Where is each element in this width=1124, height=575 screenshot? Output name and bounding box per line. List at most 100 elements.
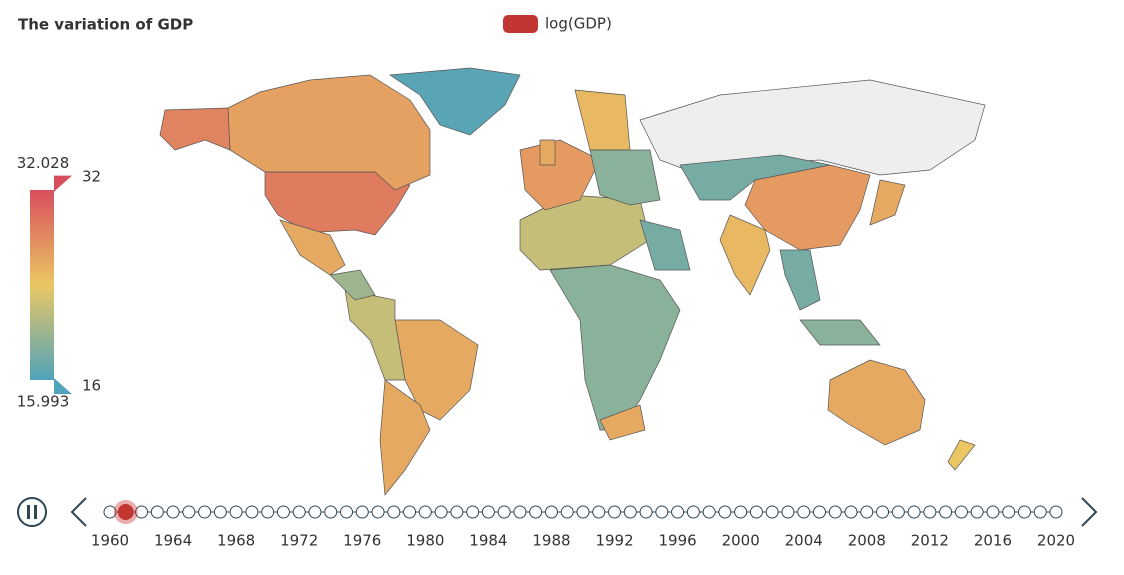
- timeline-dot[interactable]: [923, 505, 937, 519]
- timeline-dot[interactable]: [103, 505, 117, 519]
- timeline-current[interactable]: [117, 504, 134, 520]
- legend[interactable]: log(GDP): [503, 15, 612, 34]
- timeline-dot[interactable]: [623, 505, 637, 519]
- country[interactable]: [379, 379, 431, 496]
- timeline-dot[interactable]: [544, 505, 558, 519]
- timeline-dot[interactable]: [466, 505, 480, 519]
- timeline-dot[interactable]: [844, 505, 858, 519]
- handle-high[interactable]: [54, 175, 72, 192]
- country[interactable]: [744, 164, 871, 251]
- timeline-dot[interactable]: [781, 505, 795, 519]
- timeline-dot[interactable]: [529, 505, 543, 519]
- country[interactable]: [589, 149, 661, 206]
- timeline-label: 1972: [280, 532, 318, 550]
- timeline-dot[interactable]: [1049, 505, 1063, 519]
- timeline-dot[interactable]: [513, 505, 527, 519]
- timeline-dot[interactable]: [497, 505, 511, 519]
- timeline-dot[interactable]: [702, 505, 716, 519]
- country[interactable]: [827, 359, 926, 446]
- timeline-dot[interactable]: [1002, 505, 1016, 519]
- timeline-dot[interactable]: [198, 505, 212, 519]
- timeline-dot[interactable]: [387, 505, 401, 519]
- timeline-dot[interactable]: [213, 505, 227, 519]
- timeline-dot[interactable]: [292, 505, 306, 519]
- timeline-dot[interactable]: [891, 505, 905, 519]
- timeline-dot[interactable]: [371, 505, 385, 519]
- timeline-dot[interactable]: [718, 505, 732, 519]
- timeline-dot[interactable]: [150, 505, 164, 519]
- legend-swatch[interactable]: [503, 15, 538, 33]
- country[interactable]: [779, 249, 821, 311]
- timeline-dot[interactable]: [576, 505, 590, 519]
- timeline-dot[interactable]: [481, 505, 495, 519]
- timeline-dot[interactable]: [1017, 505, 1031, 519]
- timeline-dot[interactable]: [813, 505, 826, 519]
- country[interactable]: [394, 319, 479, 421]
- timeline-dot[interactable]: [450, 505, 464, 519]
- timeline-label: 2020: [1037, 532, 1075, 550]
- timeline-dot[interactable]: [434, 505, 448, 519]
- timeline-dot[interactable]: [135, 505, 149, 519]
- timeline-label: 2004: [785, 532, 823, 550]
- timeline-dot[interactable]: [592, 505, 606, 519]
- country[interactable]: [599, 404, 646, 441]
- country[interactable]: [574, 89, 631, 151]
- timeline-dot[interactable]: [182, 505, 196, 519]
- country[interactable]: [719, 214, 771, 296]
- timeline-dot[interactable]: [655, 505, 669, 519]
- play-circle[interactable]: [17, 497, 47, 527]
- country[interactable]: [869, 179, 906, 226]
- timeline-dot[interactable]: [166, 505, 180, 519]
- next-button[interactable]: [1081, 497, 1098, 527]
- country[interactable]: [639, 219, 691, 271]
- prev-button[interactable]: [70, 497, 87, 527]
- country[interactable]: [344, 289, 406, 381]
- country[interactable]: [679, 154, 831, 201]
- timeline-dot[interactable]: [418, 505, 432, 519]
- timeline-dot[interactable]: [765, 505, 779, 519]
- timeline-dot[interactable]: [907, 505, 921, 519]
- timeline-dot[interactable]: [986, 505, 1000, 519]
- legend-label[interactable]: log(GDP): [545, 15, 612, 33]
- timeline-dot[interactable]: [324, 505, 338, 519]
- timeline-dot[interactable]: [355, 505, 369, 519]
- country[interactable]: [329, 269, 376, 301]
- timeline-dot[interactable]: [954, 505, 968, 519]
- timeline-dot[interactable]: [939, 505, 953, 519]
- country[interactable]: [159, 107, 231, 151]
- country[interactable]: [539, 139, 556, 166]
- timeline-dot[interactable]: [671, 505, 685, 519]
- timeline-dot[interactable]: [340, 505, 353, 519]
- timeline-dot[interactable]: [749, 505, 763, 519]
- timeline-dot[interactable]: [860, 505, 874, 519]
- timeline-label: 1992: [595, 532, 633, 550]
- timeline-dot[interactable]: [876, 505, 890, 519]
- country[interactable]: [388, 67, 521, 136]
- timeline-dot[interactable]: [276, 505, 290, 519]
- country[interactable]: [947, 439, 976, 471]
- timeline-dot[interactable]: [797, 505, 811, 519]
- country[interactable]: [799, 319, 881, 346]
- timeline-dot[interactable]: [970, 505, 984, 519]
- timeline-dot[interactable]: [686, 505, 700, 519]
- timeline-dot[interactable]: [245, 505, 259, 519]
- country[interactable]: [227, 74, 431, 191]
- timeline-dot[interactable]: [639, 505, 653, 519]
- timeline-dot[interactable]: [261, 505, 275, 519]
- timeline-dot[interactable]: [734, 505, 748, 519]
- timeline-dot[interactable]: [828, 505, 842, 519]
- visual-map: 32.028 15.993 32 16: [17, 154, 101, 410]
- timeline-dot[interactable]: [403, 505, 417, 519]
- country[interactable]: [279, 219, 346, 276]
- handle-low[interactable]: [54, 378, 72, 395]
- country[interactable]: [519, 194, 651, 271]
- country[interactable]: [639, 79, 986, 176]
- country[interactable]: [549, 264, 681, 431]
- scale-min-label: 16: [82, 377, 101, 395]
- timeline-dot[interactable]: [1033, 505, 1047, 519]
- play-button[interactable]: [17, 497, 47, 527]
- timeline-dot[interactable]: [608, 505, 622, 519]
- timeline-dot[interactable]: [229, 505, 243, 519]
- timeline-dot[interactable]: [560, 505, 574, 519]
- timeline-dot[interactable]: [308, 505, 322, 519]
